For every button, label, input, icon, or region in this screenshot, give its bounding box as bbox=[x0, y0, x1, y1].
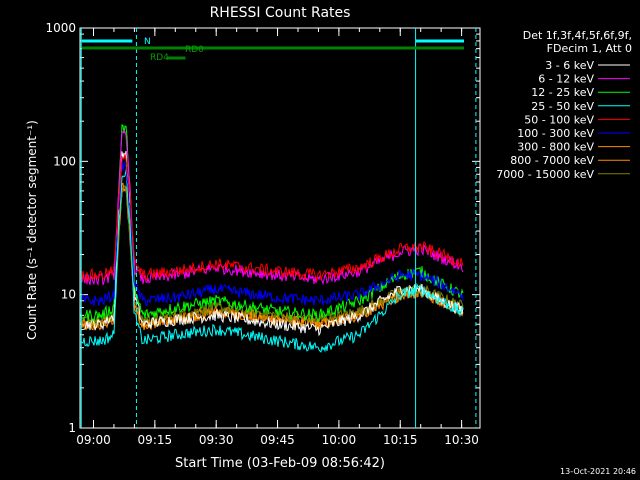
x-tick-label: 09:30 bbox=[199, 433, 234, 447]
x-tick-label: 10:00 bbox=[322, 433, 357, 447]
series-line bbox=[80, 159, 464, 307]
state-label-n: N bbox=[144, 37, 151, 47]
x-tick-label: 09:45 bbox=[260, 433, 295, 447]
legend-entry-label: 6 - 12 keV bbox=[538, 73, 594, 86]
series-line bbox=[80, 129, 464, 286]
x-axis-label: Start Time (03-Feb-09 08:56:42) bbox=[175, 456, 385, 471]
y-tick-label: 1000 bbox=[45, 21, 76, 35]
legend-header-line-2: FDecim 1, Att 0 bbox=[547, 42, 632, 55]
legend-entry-label: 50 - 100 keV bbox=[524, 113, 594, 126]
timestamp: 13-Oct-2021 20:46 bbox=[560, 467, 636, 476]
legend-entry-label: 100 - 300 keV bbox=[517, 127, 594, 140]
series-line bbox=[80, 150, 464, 337]
plot-frame bbox=[79, 27, 481, 429]
y-axis-label: Count Rate (s⁻¹ detector segment⁻¹) bbox=[25, 120, 39, 340]
legend: Det 1f,3f,4f,5f,6f,9f, FDecim 1, Att 0 3… bbox=[496, 29, 632, 181]
series-line bbox=[80, 124, 464, 323]
series-line bbox=[80, 168, 464, 353]
legend-entry-label: 25 - 50 keV bbox=[531, 100, 594, 113]
legend-entry-label: 3 - 6 keV bbox=[545, 59, 594, 72]
vertical-markers bbox=[80, 28, 477, 428]
chart-title: RHESSI Count Rates bbox=[210, 5, 351, 21]
state-label-rd4: RD4 bbox=[150, 53, 169, 63]
legend-entry-label: 7000 - 15000 keV bbox=[496, 168, 594, 181]
series-layer bbox=[80, 124, 464, 353]
legend-entry-label: 800 - 7000 keV bbox=[510, 154, 594, 167]
y-axis-ticks: 1 10 100 1000 bbox=[45, 21, 480, 435]
legend-header-line-1: Det 1f,3f,4f,5f,6f,9f, bbox=[523, 29, 632, 42]
y-tick-label: 100 bbox=[53, 154, 76, 168]
legend-entry-label: 12 - 25 keV bbox=[531, 86, 594, 99]
state-label-rd0: RD0 bbox=[185, 45, 204, 55]
x-tick-label: 10:15 bbox=[383, 433, 418, 447]
x-tick-label: 10:30 bbox=[444, 433, 479, 447]
y-tick-label: 10 bbox=[61, 288, 76, 302]
x-tick-label: 09:15 bbox=[138, 433, 173, 447]
x-axis-ticks: 09:00 09:15 09:30 09:45 10:00 10:15 10:30 bbox=[76, 28, 479, 447]
legend-entry-label: 300 - 800 keV bbox=[517, 141, 594, 154]
series-line bbox=[80, 154, 464, 282]
state-bars: N RD0 RD4 bbox=[82, 37, 464, 63]
y-tick-label: 1 bbox=[68, 421, 76, 435]
x-tick-label: 09:00 bbox=[76, 433, 111, 447]
